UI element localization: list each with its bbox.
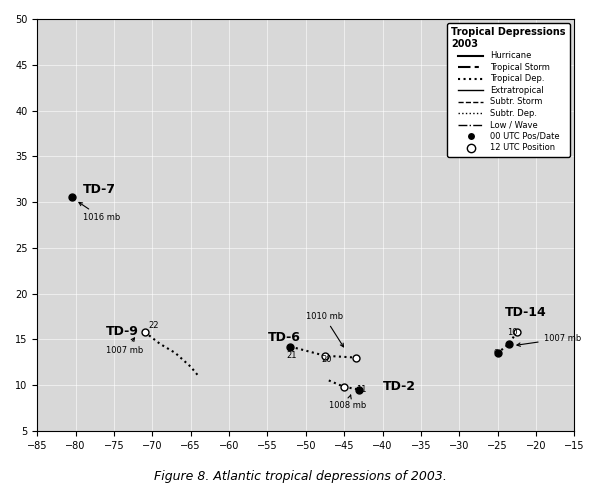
Text: TD-7: TD-7: [83, 183, 116, 196]
Text: 1007 mb: 1007 mb: [106, 338, 143, 355]
Text: 1007 mb: 1007 mb: [517, 334, 581, 346]
Text: TD-14: TD-14: [505, 306, 547, 319]
Text: TD-9: TD-9: [106, 325, 139, 338]
Text: 1008 mb: 1008 mb: [329, 395, 366, 410]
Text: 20: 20: [321, 355, 332, 364]
Text: 21: 21: [287, 350, 297, 360]
Text: 1010 mb: 1010 mb: [306, 312, 344, 347]
Text: 10: 10: [507, 328, 517, 337]
Text: TD-2: TD-2: [383, 380, 416, 392]
Text: 11: 11: [356, 385, 366, 394]
Text: 22: 22: [148, 321, 159, 330]
Text: 9: 9: [494, 349, 499, 358]
Text: TD-6: TD-6: [268, 331, 300, 344]
Legend: Hurricane, Tropical Storm, Tropical Dep., Extratropical, Subtr. Storm, Subtr. De: Hurricane, Tropical Storm, Tropical Dep.…: [448, 23, 570, 157]
Text: 1016 mb: 1016 mb: [79, 202, 121, 222]
Text: Figure 8. Atlantic tropical depressions of 2003.: Figure 8. Atlantic tropical depressions …: [154, 470, 446, 483]
